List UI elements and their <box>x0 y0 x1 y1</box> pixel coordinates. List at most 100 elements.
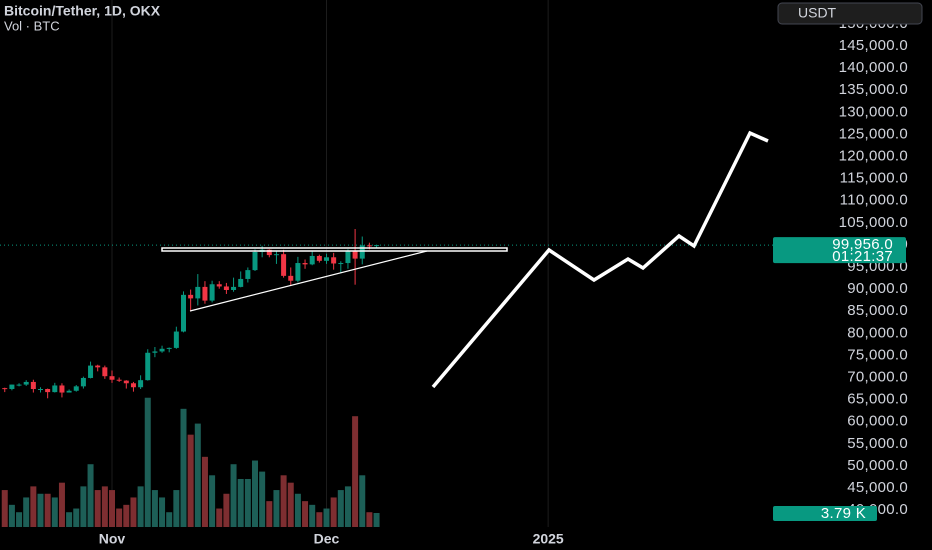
candle-body <box>309 255 315 265</box>
volume-bar <box>166 512 173 527</box>
candle-body <box>345 251 351 264</box>
candle-body <box>38 389 43 391</box>
volume-bar <box>94 490 101 527</box>
countdown: 01:21:37 <box>832 248 893 265</box>
y-tick-label: 45,000.0 <box>847 479 908 496</box>
currency-button[interactable] <box>777 2 923 25</box>
volume-bar <box>159 497 166 527</box>
candle-body <box>209 284 215 301</box>
candle-body <box>73 386 79 391</box>
candle-body <box>338 263 344 265</box>
volume-bar <box>309 504 316 527</box>
candle-body <box>80 377 86 387</box>
candle-body <box>281 254 287 276</box>
candle-body <box>202 286 208 301</box>
volume-bar <box>30 486 37 527</box>
y-tick-label: 125,000.0 <box>839 125 908 142</box>
volume-bar <box>130 497 137 527</box>
volume-bar <box>366 512 373 527</box>
currency-button-label[interactable]: USDT <box>798 5 837 21</box>
candle-body <box>102 367 108 377</box>
candle-body <box>273 254 279 256</box>
candle-body <box>23 381 29 385</box>
candle-body <box>123 380 129 384</box>
volume-bar <box>58 482 65 527</box>
horizontal-zone <box>161 247 508 252</box>
y-tick-label: 115,000.0 <box>840 170 908 187</box>
x-tick-label: Dec <box>314 531 340 547</box>
volume-bar <box>80 486 87 527</box>
candle-body <box>302 263 308 265</box>
volume-bar <box>237 478 244 527</box>
candle-body <box>252 251 258 271</box>
volume-pane <box>1 397 380 527</box>
candle-body <box>173 331 179 348</box>
y-tick-label: 70,000.0 <box>847 368 908 385</box>
volume-bar <box>316 512 323 527</box>
candle-body <box>366 245 372 247</box>
candle-body <box>116 379 122 381</box>
candle-body <box>52 385 58 393</box>
candle-body <box>316 255 322 261</box>
price-axis: 40,000.045,000.050,000.055,000.060,000.0… <box>839 15 908 518</box>
candle-body <box>288 275 294 281</box>
candle-body <box>331 257 337 264</box>
volume-bar <box>109 490 115 527</box>
candle-body <box>88 365 94 378</box>
candle-body <box>45 389 51 393</box>
last-price-label: 99,956.0 <box>832 236 893 253</box>
volume-bar <box>180 408 187 527</box>
volume-bar <box>280 475 287 527</box>
y-tick-label: 55,000.0 <box>847 435 908 452</box>
volume-bar <box>144 397 151 527</box>
y-tick-label: 135,000.0 <box>839 81 908 98</box>
candle-body <box>245 270 251 279</box>
volume-label: 3.79 K <box>821 505 866 522</box>
chart-subtitle: Vol · BTC <box>4 18 60 33</box>
candle-body <box>9 384 15 390</box>
volume-bar <box>44 493 51 527</box>
volume-bar <box>230 464 237 527</box>
y-tick-label: 120,000.0 <box>839 147 908 164</box>
volume-bar <box>352 416 359 527</box>
candle-body <box>166 347 172 349</box>
candle-body <box>59 385 65 393</box>
volume-bar <box>187 434 194 527</box>
trend-line <box>189 250 428 312</box>
candle-body <box>231 286 237 290</box>
candle-body <box>16 384 22 386</box>
volume-bar <box>323 508 330 527</box>
volume-bar <box>137 486 144 527</box>
y-tick-label: 75,000.0 <box>847 346 908 363</box>
candle-body <box>195 286 201 299</box>
candle-body <box>238 278 244 287</box>
candle-body <box>109 376 115 380</box>
volume-bar <box>73 508 80 527</box>
candle-body <box>188 294 194 299</box>
candle-body <box>2 388 8 390</box>
candle-body <box>152 351 158 353</box>
volume-bar <box>266 501 273 527</box>
volume-bar <box>87 464 94 527</box>
volume-bar <box>359 475 366 527</box>
candle-body <box>66 390 72 393</box>
candle-body <box>295 263 301 281</box>
y-tick-label: 130,000.0 <box>839 103 908 120</box>
candle-body <box>181 294 186 332</box>
volume-bar <box>194 423 201 527</box>
last-price-badge <box>773 237 906 264</box>
chart-title: Bitcoin/Tether, 1D, OKX <box>4 3 161 19</box>
volume-bar <box>151 490 158 527</box>
y-tick-label: 60,000.0 <box>847 413 908 430</box>
volume-bar <box>51 497 58 527</box>
volume-bar <box>16 512 23 527</box>
candle-body <box>95 365 101 368</box>
volume-bar <box>101 486 108 527</box>
volume-bar <box>116 508 123 527</box>
volume-badge <box>773 506 877 521</box>
volume-bar <box>373 513 380 527</box>
candle-body <box>223 286 229 290</box>
candle-body <box>324 257 329 261</box>
